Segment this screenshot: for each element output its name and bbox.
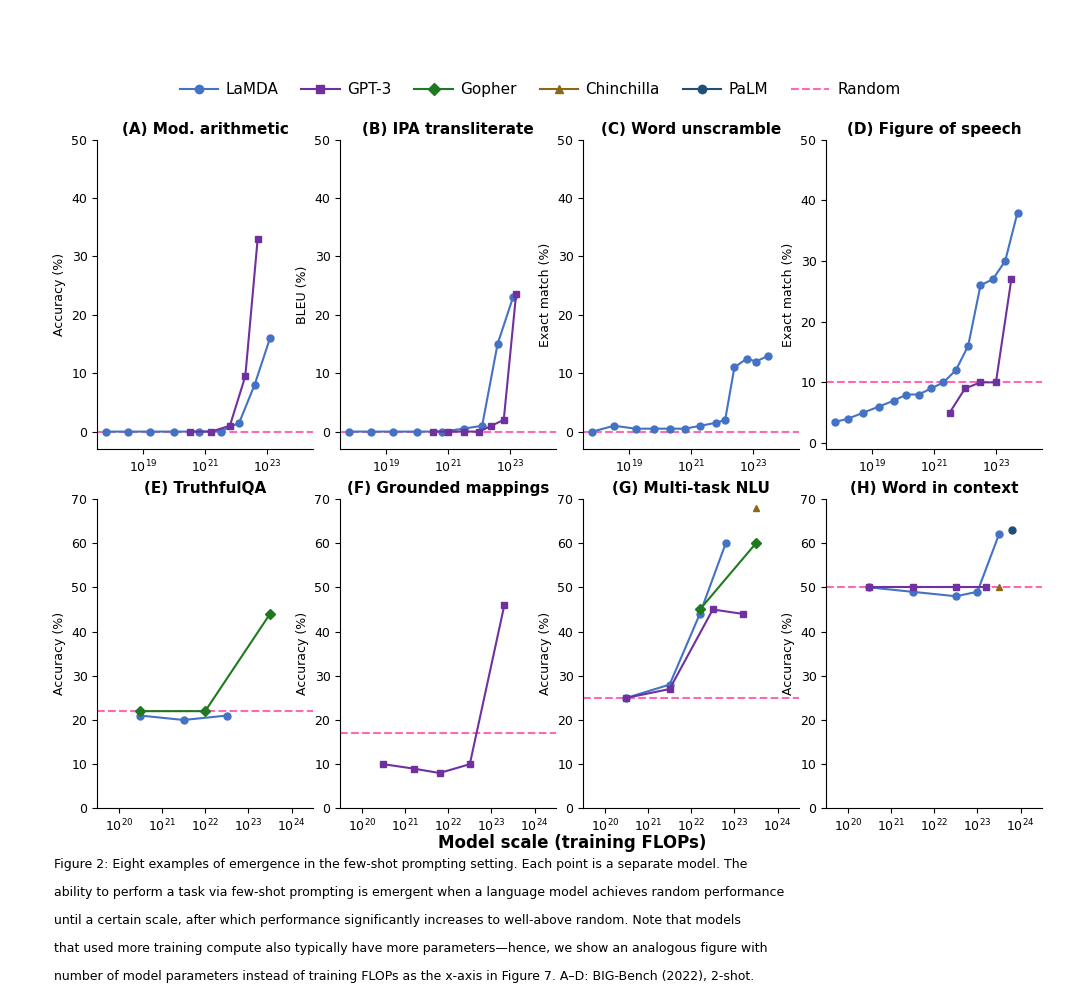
- Y-axis label: Accuracy (%): Accuracy (%): [296, 612, 309, 696]
- Y-axis label: Accuracy (%): Accuracy (%): [782, 612, 795, 696]
- Y-axis label: BLEU (%): BLEU (%): [296, 265, 309, 323]
- Y-axis label: Accuracy (%): Accuracy (%): [539, 612, 552, 696]
- Y-axis label: Exact match (%): Exact match (%): [539, 243, 552, 346]
- Title: (E) TruthfulQA: (E) TruthfulQA: [144, 481, 267, 496]
- Legend: LaMDA, GPT-3, Gopher, Chinchilla, PaLM, Random: LaMDA, GPT-3, Gopher, Chinchilla, PaLM, …: [174, 76, 906, 104]
- Title: (G) Multi-task NLU: (G) Multi-task NLU: [612, 481, 770, 496]
- Text: until a certain scale, after which performance significantly increases to well-a: until a certain scale, after which perfo…: [54, 914, 741, 927]
- Title: (A) Mod. arithmetic: (A) Mod. arithmetic: [122, 122, 288, 137]
- Title: (C) Word unscramble: (C) Word unscramble: [602, 122, 781, 137]
- Y-axis label: Accuracy (%): Accuracy (%): [53, 252, 66, 336]
- Title: (F) Grounded mappings: (F) Grounded mappings: [347, 481, 550, 496]
- Title: (D) Figure of speech: (D) Figure of speech: [847, 122, 1022, 137]
- Title: (H) Word in context: (H) Word in context: [850, 481, 1018, 496]
- Text: that used more training compute also typically have more parameters—hence, we sh: that used more training compute also typ…: [54, 942, 768, 955]
- Text: Figure 2: Eight examples of emergence in the few-shot prompting setting. Each po: Figure 2: Eight examples of emergence in…: [54, 858, 747, 871]
- Title: (B) IPA transliterate: (B) IPA transliterate: [362, 122, 535, 137]
- Text: ability to perform a task via few-shot prompting is emergent when a language mod: ability to perform a task via few-shot p…: [54, 886, 784, 899]
- Y-axis label: Accuracy (%): Accuracy (%): [53, 612, 66, 696]
- Text: Model scale (training FLOPs): Model scale (training FLOPs): [438, 834, 706, 852]
- Text: number of model parameters instead of training FLOPs as the x-axis in Figure 7. : number of model parameters instead of tr…: [54, 970, 754, 983]
- Y-axis label: Exact match (%): Exact match (%): [782, 243, 795, 346]
